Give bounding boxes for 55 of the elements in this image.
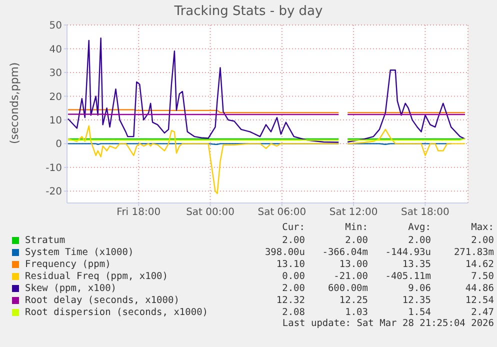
text: 2.08	[281, 306, 305, 318]
text: -21.00	[332, 270, 368, 282]
text: 13.00	[338, 258, 368, 270]
legend-label: System Time (x1000)	[25, 246, 134, 258]
legend-label: Stratum	[25, 234, 66, 246]
text: -366.04m	[321, 246, 368, 258]
text: 2.00	[407, 234, 431, 246]
y-tick-label: 30	[49, 68, 62, 80]
x-tick-label: Sat 00:00	[186, 207, 234, 218]
chart-title: Tracking Stats - by day	[173, 4, 324, 19]
text: 271.83m	[452, 246, 494, 258]
text: 12.35	[401, 294, 431, 306]
legend-label: Root dispersion (seconds, x1000)	[25, 306, 208, 318]
text: 0.00	[281, 270, 305, 282]
y-tick-label: 20	[49, 92, 62, 103]
text: Last update: Sat Mar 28 21:25:04 2026	[281, 318, 494, 330]
x-tick-label: Sat 06:00	[258, 207, 306, 218]
y-tick-label: 50	[49, 20, 62, 32]
text: Min:	[344, 222, 368, 234]
x-tick-label: Fri 18:00	[116, 207, 161, 218]
text: 9.06	[407, 282, 431, 294]
text: 2.00	[344, 234, 368, 246]
text: 2.47	[470, 306, 494, 318]
y-tick-label: -20	[46, 186, 62, 198]
text: Max:	[470, 222, 494, 234]
y-axis-title: (seconds,ppm)	[8, 62, 21, 144]
text: Cur:	[281, 222, 305, 234]
text: 2.00	[470, 234, 494, 246]
y-tick-label: -10	[46, 162, 62, 174]
x-tick-label: Sat 18:00	[401, 207, 450, 218]
text: 398.00u	[264, 246, 305, 258]
text: 600.00m	[326, 282, 368, 294]
text: Avg:	[407, 222, 431, 234]
text: -144.93u	[384, 246, 431, 258]
text: 44.86	[464, 282, 494, 294]
legend-label: Skew (ppm, x100)	[25, 282, 117, 294]
text: 13.35	[401, 258, 431, 270]
y-tick-label: 0	[56, 139, 62, 150]
y-tick-label: 40	[49, 44, 62, 56]
text: 12.54	[464, 294, 494, 306]
text: 14.62	[464, 258, 494, 270]
text: 13.10	[275, 258, 305, 270]
y-tick-label: 10	[49, 115, 62, 126]
text: 1.03	[344, 306, 368, 318]
text: 7.50	[470, 270, 494, 282]
text: 1.54	[407, 306, 431, 318]
text: 2.00	[281, 234, 305, 246]
text: 12.32	[275, 294, 305, 306]
text: 2.00	[281, 282, 305, 294]
legend-label: Residual Freq (ppm, x100)	[25, 270, 168, 282]
x-tick-label: Sat 12:00	[329, 207, 378, 218]
text: 12.25	[338, 294, 368, 306]
legend-label: Frequency (ppm)	[25, 258, 111, 270]
text: -405.11m	[384, 270, 431, 282]
legend-label: Root delay (seconds, x1000)	[25, 294, 180, 306]
